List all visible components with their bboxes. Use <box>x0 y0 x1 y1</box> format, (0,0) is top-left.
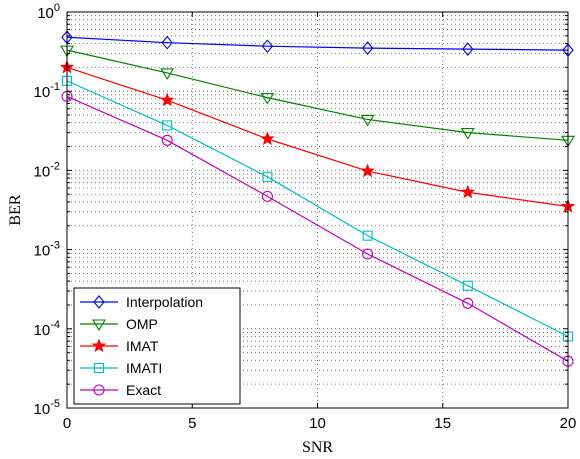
x-tick-label: 0 <box>63 415 71 432</box>
series-imati <box>61 75 574 342</box>
x-axis-label: SNR <box>302 439 333 456</box>
series-line <box>66 36 569 51</box>
legend-item: Interpolation <box>80 294 203 310</box>
data-point-marker <box>260 93 275 105</box>
data-point-marker <box>160 68 175 81</box>
y-tick-label: 10-5 <box>34 398 60 418</box>
y-tick-label: 10-4 <box>34 319 60 339</box>
legend-marker <box>93 384 105 396</box>
legend-label: Interpolation <box>126 294 203 310</box>
data-point-marker <box>262 171 273 182</box>
legend: Interpolation OMP IMAT IMATI Exact <box>73 287 241 405</box>
data-point-marker <box>462 42 474 56</box>
x-tick-label: 20 <box>560 415 577 432</box>
data-point-marker <box>261 39 274 54</box>
legend-label: IMATI <box>126 360 162 376</box>
series-line <box>66 95 569 362</box>
series-line <box>66 80 569 338</box>
legend-item: OMP <box>80 316 158 332</box>
legend-label: Exact <box>126 382 161 398</box>
series-line <box>66 66 569 208</box>
data-point-marker <box>261 190 273 202</box>
legend-marker <box>91 338 107 353</box>
data-point-marker <box>362 230 373 241</box>
data-point-marker <box>360 114 375 127</box>
tick-labels: 0 5 10 15 20 10-5 10-4 10-3 10-2 10-1 100 <box>34 2 577 432</box>
data-point-marker <box>460 128 475 140</box>
y-axis-label: BER <box>7 194 24 225</box>
y-tick-label: 10-2 <box>34 160 60 180</box>
legend-marker <box>92 319 106 332</box>
legend-label: OMP <box>126 316 158 332</box>
data-point-marker <box>161 134 173 146</box>
data-point-marker <box>162 120 173 131</box>
legend-marker <box>93 295 105 309</box>
data-point-marker <box>360 163 375 178</box>
series-line <box>66 49 569 141</box>
legend-item: Exact <box>80 382 161 398</box>
legend-item: IMATI <box>80 360 162 376</box>
data-point-marker <box>362 248 374 260</box>
y-tick-label: 10-1 <box>34 81 60 101</box>
x-tick-label: 10 <box>309 415 326 432</box>
data-point-marker <box>159 92 175 107</box>
data-point-marker <box>462 297 474 309</box>
axis-ticks <box>66 12 569 409</box>
legend-label: IMAT <box>126 338 159 354</box>
y-tick-label: 10-3 <box>34 240 60 260</box>
x-tick-label: 15 <box>434 415 451 432</box>
series-exact <box>61 90 574 367</box>
data-point-marker <box>462 280 473 291</box>
legend-item: IMAT <box>80 338 159 354</box>
data-point-marker <box>161 35 173 50</box>
data-point-marker <box>260 131 275 146</box>
legend-marker <box>93 362 105 374</box>
y-tick-label: 100 <box>37 2 60 22</box>
x-tick-label: 5 <box>188 415 196 432</box>
data-point-marker <box>460 184 476 199</box>
data-point-marker <box>361 41 374 55</box>
